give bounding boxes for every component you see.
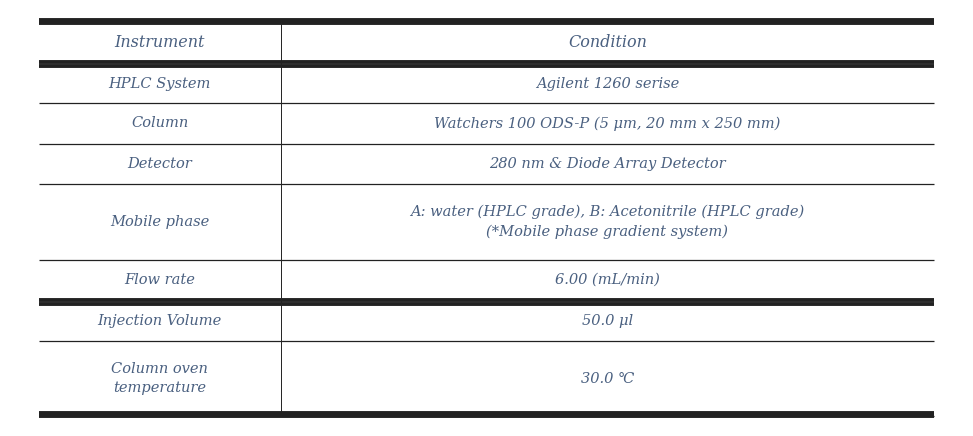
Text: Flow rate: Flow rate: [125, 273, 196, 287]
Text: Column: Column: [131, 116, 189, 130]
Text: Detector: Detector: [127, 157, 192, 171]
Text: Mobile phase: Mobile phase: [110, 215, 209, 229]
Text: Injection Volume: Injection Volume: [97, 314, 222, 328]
Text: A: water (HPLC grade), B: Acetonitrile (HPLC grade)
(*Mobile phase gradient syst: A: water (HPLC grade), B: Acetonitrile (…: [411, 205, 805, 239]
Text: Condition: Condition: [568, 34, 647, 51]
Text: Agilent 1260 serise: Agilent 1260 serise: [536, 78, 679, 92]
Text: HPLC System: HPLC System: [109, 78, 211, 92]
Text: 280 nm & Diode Array Detector: 280 nm & Diode Array Detector: [489, 157, 726, 171]
Text: Instrument: Instrument: [115, 34, 205, 51]
Text: 6.00 (mL/min): 6.00 (mL/min): [555, 273, 660, 287]
Text: Column oven
temperature: Column oven temperature: [111, 362, 208, 395]
Text: 50.0 μl: 50.0 μl: [582, 314, 632, 328]
Text: Watchers 100 ODS-P (5 μm, 20 mm x 250 mm): Watchers 100 ODS-P (5 μm, 20 mm x 250 mm…: [434, 116, 780, 131]
Text: 30.0 ℃: 30.0 ℃: [581, 372, 634, 386]
